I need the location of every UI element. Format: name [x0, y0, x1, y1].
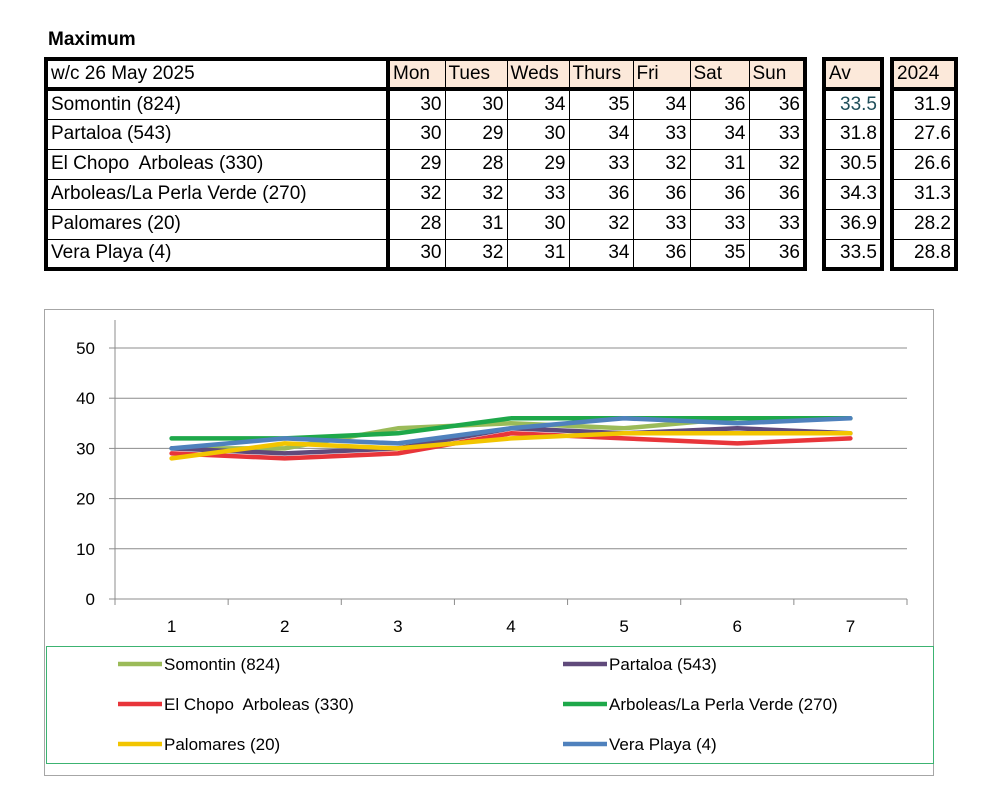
x-tick-label: 4 [506, 617, 515, 636]
temp-cell: 36 [568, 178, 634, 210]
temp-cell: 32 [444, 178, 508, 210]
series-line [169, 431, 853, 461]
series-line [169, 416, 853, 451]
av-cell: 33.5 [822, 88, 884, 120]
year-cell: 28.2 [890, 208, 958, 240]
day-header: Fri [632, 57, 691, 91]
previous-year-table: 2024 31.9 27.6 26.6 31.3 28.2 28.8 [890, 57, 958, 271]
day-header: Sun [748, 57, 807, 91]
x-tick-label: 2 [280, 617, 289, 636]
year-cell: 28.8 [890, 238, 958, 271]
table-header-row: w/c 26 May 2025 Mon Tues Weds Thurs Fri … [44, 57, 807, 91]
y-tick-label: 20 [76, 490, 95, 509]
temp-cell: 31 [689, 148, 750, 180]
temp-cell: 36 [689, 88, 750, 120]
average-table: Av 33.5 31.8 30.5 34.3 36.9 33.5 [822, 57, 884, 271]
temp-cell: 36 [689, 178, 750, 210]
x-tick-label: 6 [733, 617, 742, 636]
chart-legend [46, 646, 934, 764]
table-row: Palomares (20) 28 31 30 32 33 33 33 [44, 208, 807, 240]
y-tick-label: 30 [76, 439, 95, 458]
y-tick-label: 40 [76, 389, 95, 408]
temp-cell: 32 [387, 178, 446, 210]
temp-cell: 29 [387, 148, 446, 180]
day-header: Weds [506, 57, 570, 91]
temp-cell: 32 [748, 148, 807, 180]
y-tick-label: 10 [76, 540, 95, 559]
station-name: Vera Playa (4) [44, 238, 390, 271]
day-header: Thurs [568, 57, 634, 91]
temp-cell: 34 [506, 88, 570, 120]
x-tick-label: 3 [393, 617, 402, 636]
temperature-table: w/c 26 May 2025 Mon Tues Weds Thurs Fri … [44, 57, 807, 271]
station-name: El Chopo Arboleas (330) [44, 148, 390, 180]
temp-cell: 31 [444, 208, 508, 240]
series-line [169, 431, 853, 461]
table-row: Arboleas/La Perla Verde (270) 32 32 33 3… [44, 178, 807, 210]
temp-cell: 31 [506, 238, 570, 271]
x-tick-label: 7 [846, 617, 855, 636]
table-heading: Maximum [48, 29, 136, 50]
temp-cell: 36 [748, 88, 807, 120]
y-tick-label: 0 [86, 590, 95, 609]
temp-cell: 34 [568, 118, 634, 150]
x-tick-label: 5 [619, 617, 628, 636]
temp-cell: 30 [506, 208, 570, 240]
year-header: 2024 [890, 57, 958, 91]
temp-cell: 30 [387, 238, 446, 271]
temp-cell: 35 [568, 88, 634, 120]
temp-cell: 35 [689, 238, 750, 271]
year-cell: 26.6 [890, 148, 958, 180]
year-cell: 27.6 [890, 118, 958, 150]
line-chart-frame [44, 309, 934, 776]
day-header: Tues [444, 57, 508, 91]
table-row: Partaloa (543) 30 29 30 34 33 34 33 [44, 118, 807, 150]
temp-cell: 30 [387, 118, 446, 150]
week-label: w/c 26 May 2025 [44, 57, 390, 91]
y-tick-label: 50 [76, 339, 95, 358]
av-header: Av [822, 57, 884, 91]
temp-cell: 36 [748, 238, 807, 271]
temp-cell: 32 [444, 238, 508, 271]
av-cell: 33.5 [822, 238, 884, 271]
temp-cell: 33 [632, 208, 691, 240]
av-cell: 31.8 [822, 118, 884, 150]
temp-cell: 36 [748, 178, 807, 210]
year-cell: 31.9 [890, 88, 958, 120]
av-cell: 30.5 [822, 148, 884, 180]
table-row: El Chopo Arboleas (330) 29 28 29 33 32 3… [44, 148, 807, 180]
temp-cell: 33 [506, 178, 570, 210]
day-header: Mon [387, 57, 446, 91]
temp-cell: 29 [506, 148, 570, 180]
av-cell: 36.9 [822, 208, 884, 240]
table-row: Vera Playa (4) 30 32 31 34 36 35 36 [44, 238, 807, 271]
temp-cell: 36 [632, 238, 691, 271]
x-tick-label: 1 [167, 617, 176, 636]
day-header: Sat [689, 57, 750, 91]
station-name: Palomares (20) [44, 208, 390, 240]
temp-cell: 30 [387, 88, 446, 120]
